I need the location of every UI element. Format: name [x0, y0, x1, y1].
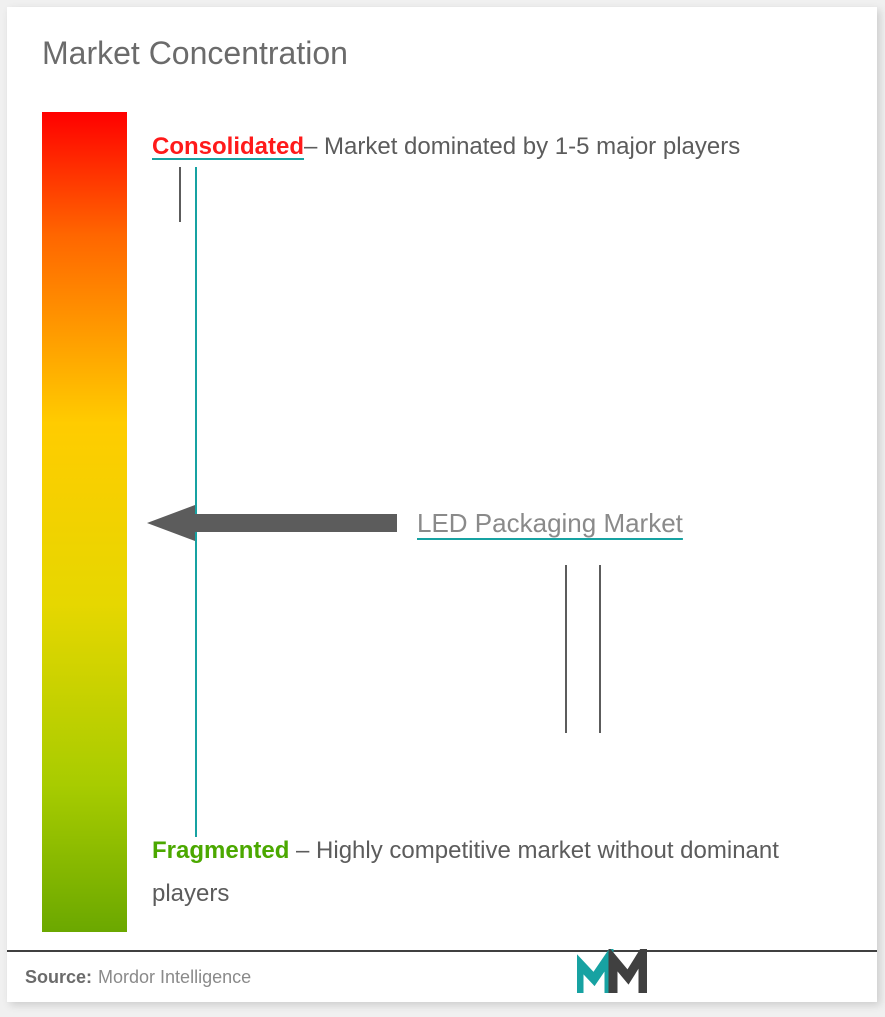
concentration-gradient-bar — [42, 112, 127, 932]
consolidated-label: Consolidated — [152, 133, 304, 160]
mordor-logo-icon — [577, 949, 647, 998]
underline-extension — [565, 565, 567, 733]
fragmented-block: Fragmented – Highly competitive market w… — [152, 829, 842, 915]
arrow-row: LED Packaging Market — [147, 505, 683, 541]
fragmented-label: Fragmented — [152, 837, 289, 864]
consolidated-block: Consolidated– Market dominated by 1-5 ma… — [152, 125, 842, 168]
footer-source-value: Mordor Intelligence — [98, 967, 251, 988]
bracket-line — [179, 167, 181, 222]
consolidated-desc: – Market dominated by 1-5 major players — [304, 133, 740, 160]
market-name-label: LED Packaging Market — [417, 508, 683, 539]
underline-extension — [599, 565, 601, 733]
gradient-svg — [42, 112, 127, 932]
page-title: Market Concentration — [42, 35, 348, 72]
footer: Source: Mordor Intelligence — [7, 950, 877, 1002]
infographic-container: Market Concentration Consolidated– Marke… — [7, 7, 877, 1002]
footer-source-label: Source: — [25, 967, 92, 988]
vertical-accent-line — [195, 167, 197, 837]
arrow-icon — [147, 505, 397, 541]
